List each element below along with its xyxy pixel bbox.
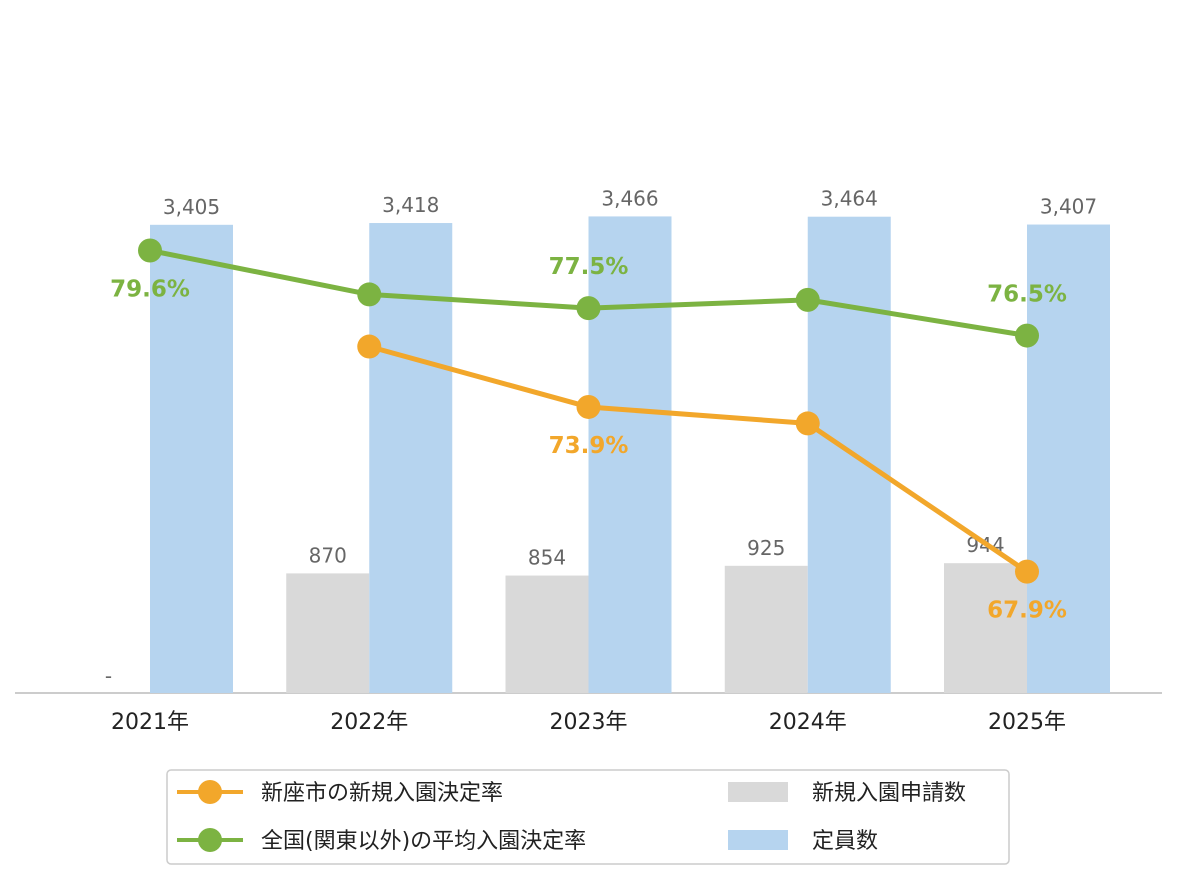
bar-1-5 (944, 563, 1027, 693)
bar-label-1-4: 925 (747, 536, 785, 560)
point-1-4 (795, 411, 820, 436)
x-tick-1: 2021年 (111, 710, 189, 735)
point-1-2 (357, 334, 382, 359)
legend-marker-line-2 (198, 828, 222, 852)
legend-item-bar-2: 定員数 (728, 829, 878, 854)
legend-swatch-bar-2 (728, 830, 788, 850)
x-tick-group: 2021年 2022年 2023年 2024年 2025年 (111, 710, 1066, 735)
bar-label-2-3: 3,466 (601, 186, 658, 210)
bar-label-1-3: 854 (528, 546, 566, 570)
line-label-2-1: 79.6% (110, 276, 190, 302)
x-tick-3: 2023年 (550, 710, 628, 735)
legend-label-line-2: 全国(関東以外)の平均入園決定率 (261, 829, 586, 854)
point-1-5 (1015, 559, 1039, 584)
legend: 新座市の新規入園決定率 全国(関東以外)の平均入園決定率 新規入園申請数 定員数 (166, 769, 1010, 865)
legend-label-bar-1: 新規入園申請数 (812, 781, 966, 806)
bar-2-2 (369, 223, 453, 693)
legend-label-bar-2: 定員数 (812, 829, 878, 854)
bar-label-1-1: - (105, 664, 112, 688)
bar-label-2-4: 3,464 (821, 187, 878, 211)
point-2-5 (1015, 323, 1039, 348)
point-2-1 (138, 238, 162, 263)
legend-item-line-1: 新座市の新規入園決定率 (177, 780, 503, 806)
line-1 (368, 344, 1029, 574)
bar-label-2-2: 3,418 (382, 193, 439, 217)
x-tick-5: 2025年 (988, 710, 1066, 735)
bar-2-5 (1027, 224, 1110, 693)
line-group (138, 238, 1039, 584)
point-1-3 (576, 394, 601, 419)
bar-1-3 (505, 575, 589, 693)
line-label-group: 79.6% 77.5% 76.5% 73.9% 67.9% (110, 254, 1067, 624)
line-label-2-3: 77.5% (549, 254, 629, 280)
line-label-1-3: 73.9% (549, 433, 629, 459)
legend-item-bar-1: 新規入園申請数 (728, 781, 966, 806)
line-label-1-5: 67.9% (987, 598, 1067, 624)
bar-2-3 (588, 216, 672, 694)
legend-label-line-1: 新座市の新規入園決定率 (261, 781, 503, 806)
bar-2-4 (807, 216, 891, 693)
bar-2-1 (150, 224, 233, 693)
x-tick-2: 2022年 (330, 710, 408, 735)
point-2-3 (576, 296, 601, 321)
x-tick-4: 2024年 (769, 710, 847, 735)
bar-label-1-2: 870 (309, 543, 347, 567)
point-2-4 (795, 287, 820, 312)
legend-swatch-bar-1 (728, 782, 788, 802)
bar-1-4 (724, 565, 808, 693)
bar-label-2-5: 3,407 (1040, 195, 1097, 219)
bar-1-2 (286, 573, 370, 693)
bar-label-2-1: 3,405 (163, 195, 220, 219)
bar-group (150, 216, 1110, 694)
point-2-2 (357, 282, 382, 307)
legend-item-line-2: 全国(関東以外)の平均入園決定率 (177, 828, 586, 854)
legend-box (166, 769, 1010, 865)
legend-marker-line-1 (198, 780, 222, 804)
line-label-2-5: 76.5% (987, 282, 1067, 308)
